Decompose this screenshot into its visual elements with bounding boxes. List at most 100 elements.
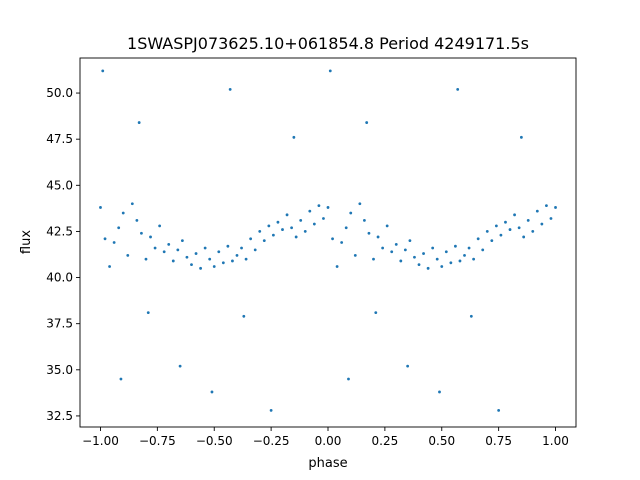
data-point bbox=[312, 222, 316, 226]
data-point bbox=[308, 209, 312, 213]
x-tick-label: −0.75 bbox=[139, 434, 176, 448]
data-point bbox=[504, 220, 507, 224]
data-point bbox=[190, 263, 193, 267]
data-point bbox=[431, 246, 435, 250]
data-point bbox=[101, 69, 105, 73]
plot-frame bbox=[79, 57, 577, 428]
data-point bbox=[126, 254, 130, 257]
data-point bbox=[406, 364, 410, 368]
data-point bbox=[463, 254, 466, 257]
data-point bbox=[149, 235, 152, 239]
data-point bbox=[180, 239, 184, 243]
data-point bbox=[153, 246, 157, 250]
x-tick-label: −0.25 bbox=[253, 434, 290, 448]
data-point bbox=[262, 239, 266, 243]
y-tick-label: 42.5 bbox=[46, 224, 73, 238]
data-point bbox=[335, 265, 339, 268]
data-point bbox=[508, 228, 512, 231]
data-point bbox=[203, 246, 207, 250]
data-point bbox=[522, 235, 526, 239]
data-point bbox=[240, 246, 243, 250]
data-point bbox=[497, 409, 501, 412]
y-tick-label: 50.0 bbox=[46, 86, 73, 100]
data-point bbox=[285, 213, 289, 217]
data-point bbox=[146, 311, 150, 315]
data-point bbox=[545, 204, 548, 208]
data-point bbox=[531, 230, 535, 233]
data-point bbox=[231, 259, 234, 263]
y-tick-label: 32.5 bbox=[46, 409, 73, 423]
y-tick-label: 47.5 bbox=[46, 132, 73, 146]
data-point bbox=[281, 228, 284, 231]
data-point bbox=[117, 226, 121, 230]
data-point bbox=[326, 206, 330, 209]
data-point bbox=[158, 224, 162, 228]
data-point bbox=[347, 377, 350, 381]
data-point bbox=[344, 226, 348, 230]
data-point bbox=[367, 231, 371, 235]
data-point bbox=[121, 211, 125, 215]
data-point bbox=[481, 248, 485, 252]
data-point bbox=[467, 246, 471, 250]
data-point bbox=[331, 237, 334, 241]
x-tick-label: 1.00 bbox=[542, 434, 569, 448]
data-point bbox=[226, 244, 230, 248]
data-point bbox=[385, 224, 389, 228]
data-point bbox=[490, 239, 494, 243]
data-point bbox=[485, 230, 489, 233]
data-point bbox=[417, 263, 421, 267]
chart-title: 1SWASPJ073625.10+061854.8 Period 4249171… bbox=[127, 34, 529, 53]
data-point bbox=[456, 87, 460, 91]
data-point bbox=[365, 121, 369, 124]
data-point bbox=[178, 364, 182, 368]
data-point bbox=[267, 224, 271, 228]
data-point bbox=[249, 237, 253, 241]
data-point bbox=[130, 202, 134, 206]
data-point bbox=[269, 409, 273, 412]
data-point bbox=[299, 218, 303, 222]
data-point bbox=[526, 218, 530, 222]
data-point bbox=[303, 230, 307, 233]
y-tick-label: 35.0 bbox=[46, 363, 73, 377]
data-point bbox=[144, 257, 148, 261]
x-tick-label: 0.25 bbox=[372, 434, 399, 448]
data-point bbox=[390, 250, 394, 254]
data-point bbox=[290, 226, 293, 230]
y-tick-label: 40.0 bbox=[46, 271, 73, 285]
y-axis-ticks: 32.5 35.0 37.5 40.0 42.5 45.0 47.5 50.0 bbox=[46, 86, 80, 423]
data-point bbox=[235, 254, 239, 257]
data-point bbox=[403, 248, 407, 252]
data-point bbox=[376, 235, 380, 239]
x-axis-label: phase bbox=[308, 456, 347, 471]
data-point bbox=[294, 235, 298, 239]
data-point bbox=[399, 259, 403, 263]
x-tick-label: −1.00 bbox=[82, 434, 119, 448]
data-point bbox=[513, 213, 516, 217]
data-point bbox=[517, 226, 521, 230]
data-point bbox=[253, 248, 257, 252]
data-point bbox=[340, 241, 344, 244]
data-point bbox=[499, 233, 503, 237]
data-point bbox=[381, 246, 385, 250]
data-point bbox=[135, 218, 139, 222]
data-point bbox=[271, 233, 275, 237]
data-point bbox=[137, 121, 141, 124]
data-point bbox=[449, 261, 453, 265]
data-point bbox=[108, 265, 111, 268]
data-point bbox=[228, 87, 232, 91]
data-point bbox=[276, 220, 280, 224]
data-point bbox=[322, 217, 325, 220]
data-point bbox=[217, 250, 221, 254]
data-point bbox=[292, 135, 296, 139]
data-point bbox=[171, 259, 175, 263]
data-point bbox=[476, 237, 480, 241]
y-tick-label: 45.0 bbox=[46, 178, 73, 192]
data-point bbox=[210, 390, 214, 394]
data-point bbox=[176, 248, 180, 252]
y-axis-label: flux bbox=[19, 230, 34, 254]
data-point bbox=[212, 265, 216, 268]
data-point bbox=[358, 202, 362, 206]
data-point bbox=[374, 311, 378, 315]
